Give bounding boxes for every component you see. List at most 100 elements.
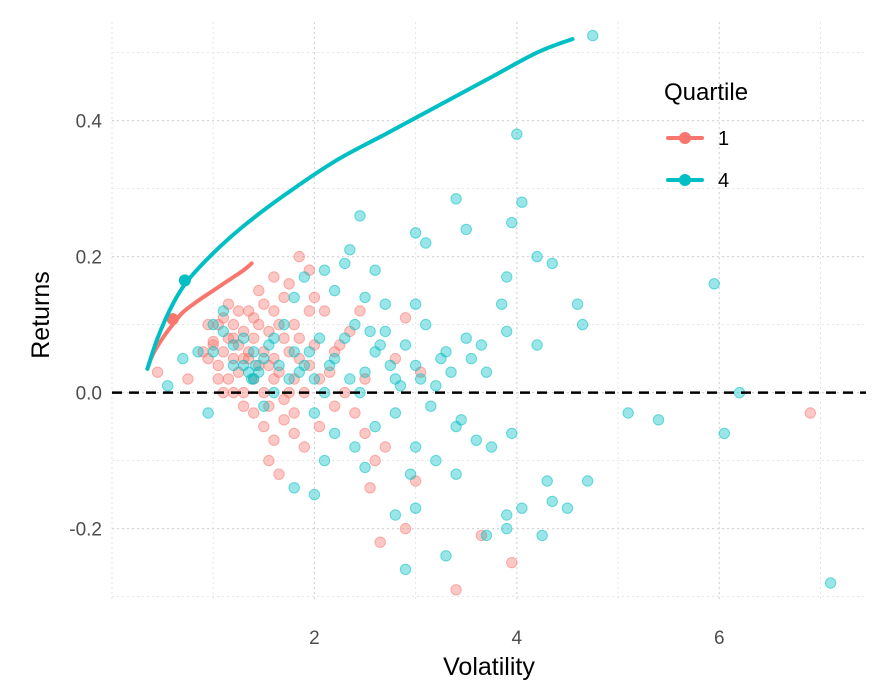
point-quartile-1 [278,332,290,344]
point-quartile-4 [501,509,513,521]
point-quartile-4 [374,339,386,351]
point-quartile-1 [399,312,412,324]
y-tick-label: -0.2 [69,520,102,541]
legend-label: 1 [718,128,729,150]
point-quartile-4 [546,495,558,508]
point-quartile-1 [293,332,305,344]
x-tick-label: 6 [714,628,725,649]
point-quartile-4 [258,352,270,365]
point-quartile-4 [394,380,407,392]
y-tick-label: 0.4 [76,112,103,133]
point-quartile-4 [455,414,467,426]
point-quartile-4 [339,257,351,270]
point-quartile-4 [273,359,285,372]
point-quartile-4 [359,461,371,474]
point-quartile-4 [399,563,412,576]
point-quartile-1 [283,278,295,290]
point-quartile-1 [369,454,381,467]
point-quartile-4 [409,441,422,453]
point-quartile-1 [212,359,224,372]
frontier-line-quartile-1 [145,261,254,371]
point-quartile-4 [283,373,295,385]
y-axis-ticks: -0.2 0.0 0.2 0.4 [69,112,102,541]
point-quartile-4 [247,346,260,358]
point-quartile-4 [622,407,634,419]
point-quartile-4 [409,298,422,310]
point-quartile-4 [511,128,523,140]
point-quartile-4 [227,339,240,351]
point-quartile-4 [652,414,665,426]
point-quartile-4 [480,529,493,542]
point-quartile-1 [212,373,224,385]
point-quartile-4 [450,193,462,205]
point-quartile-4 [465,352,477,365]
x-tick-label: 4 [512,628,523,649]
point-quartile-4 [339,332,351,344]
point-quartile-1 [364,482,376,494]
point-quartile-1 [804,407,817,419]
point-quartile-4 [227,359,240,372]
legend-key-point [679,132,691,144]
point-quartile-4 [308,373,321,385]
point-quartile-1 [318,305,331,317]
point-quartile-4 [576,318,589,331]
point-quartile-4 [501,271,513,283]
point-quartile-4 [359,366,371,378]
point-quartile-4 [245,373,258,385]
point-quartile-4 [359,291,371,304]
point-quartile-1 [349,407,361,419]
point-quartile-4 [293,366,305,378]
point-quartile-4 [250,359,262,372]
point-quartile-4 [404,468,417,480]
point-quartile-1 [298,441,310,453]
point-quartile-1 [222,373,235,385]
point-quartile-4 [581,475,594,487]
point-quartile-4 [435,352,447,365]
point-quartile-1 [328,400,341,412]
frontier-point-quartile-4 [178,274,191,287]
point-quartile-4 [561,502,574,514]
point-quartile-1 [308,291,321,304]
x-axis-ticks: 2 4 6 [309,628,724,649]
point-quartile-4 [409,227,422,239]
point-quartile-4 [460,223,472,236]
point-quartile-4 [495,298,508,310]
point-quartile-4 [344,373,356,385]
scatter-points [151,29,837,596]
point-quartile-4 [202,407,214,419]
point-quartile-4 [425,400,437,412]
point-quartile-4 [258,400,270,412]
point-quartile-1 [293,250,305,263]
point-quartile-4 [308,407,321,419]
point-quartile-4 [288,291,300,304]
point-quartile-4 [531,339,543,351]
point-quartile-1 [288,407,300,419]
point-quartile-4 [824,577,837,589]
point-quartile-4 [313,332,326,344]
point-quartile-1 [288,427,300,440]
point-quartile-4 [263,339,275,351]
point-quartile-1 [268,271,280,283]
point-quartile-4 [192,346,204,358]
point-quartile-4 [506,216,518,229]
point-quartile-4 [531,250,543,263]
point-quartile-4 [318,454,331,467]
y-tick-label: 0.0 [76,384,102,405]
point-quartile-4 [354,210,366,222]
y-axis-title: Returns [27,271,55,359]
point-quartile-4 [344,244,356,256]
point-quartile-4 [445,366,457,378]
point-quartile-4 [379,298,391,310]
point-quartile-1 [247,312,260,324]
point-quartile-4 [328,284,341,297]
point-quartile-4 [389,407,402,419]
legend-title: Quartile [664,79,748,106]
point-quartile-4 [516,502,528,514]
point-quartile-4 [379,325,391,338]
point-quartile-1 [258,420,270,433]
point-quartile-4 [501,325,513,338]
point-quartile-4 [369,264,381,276]
point-quartile-4 [217,305,230,317]
point-quartile-4 [470,434,483,446]
